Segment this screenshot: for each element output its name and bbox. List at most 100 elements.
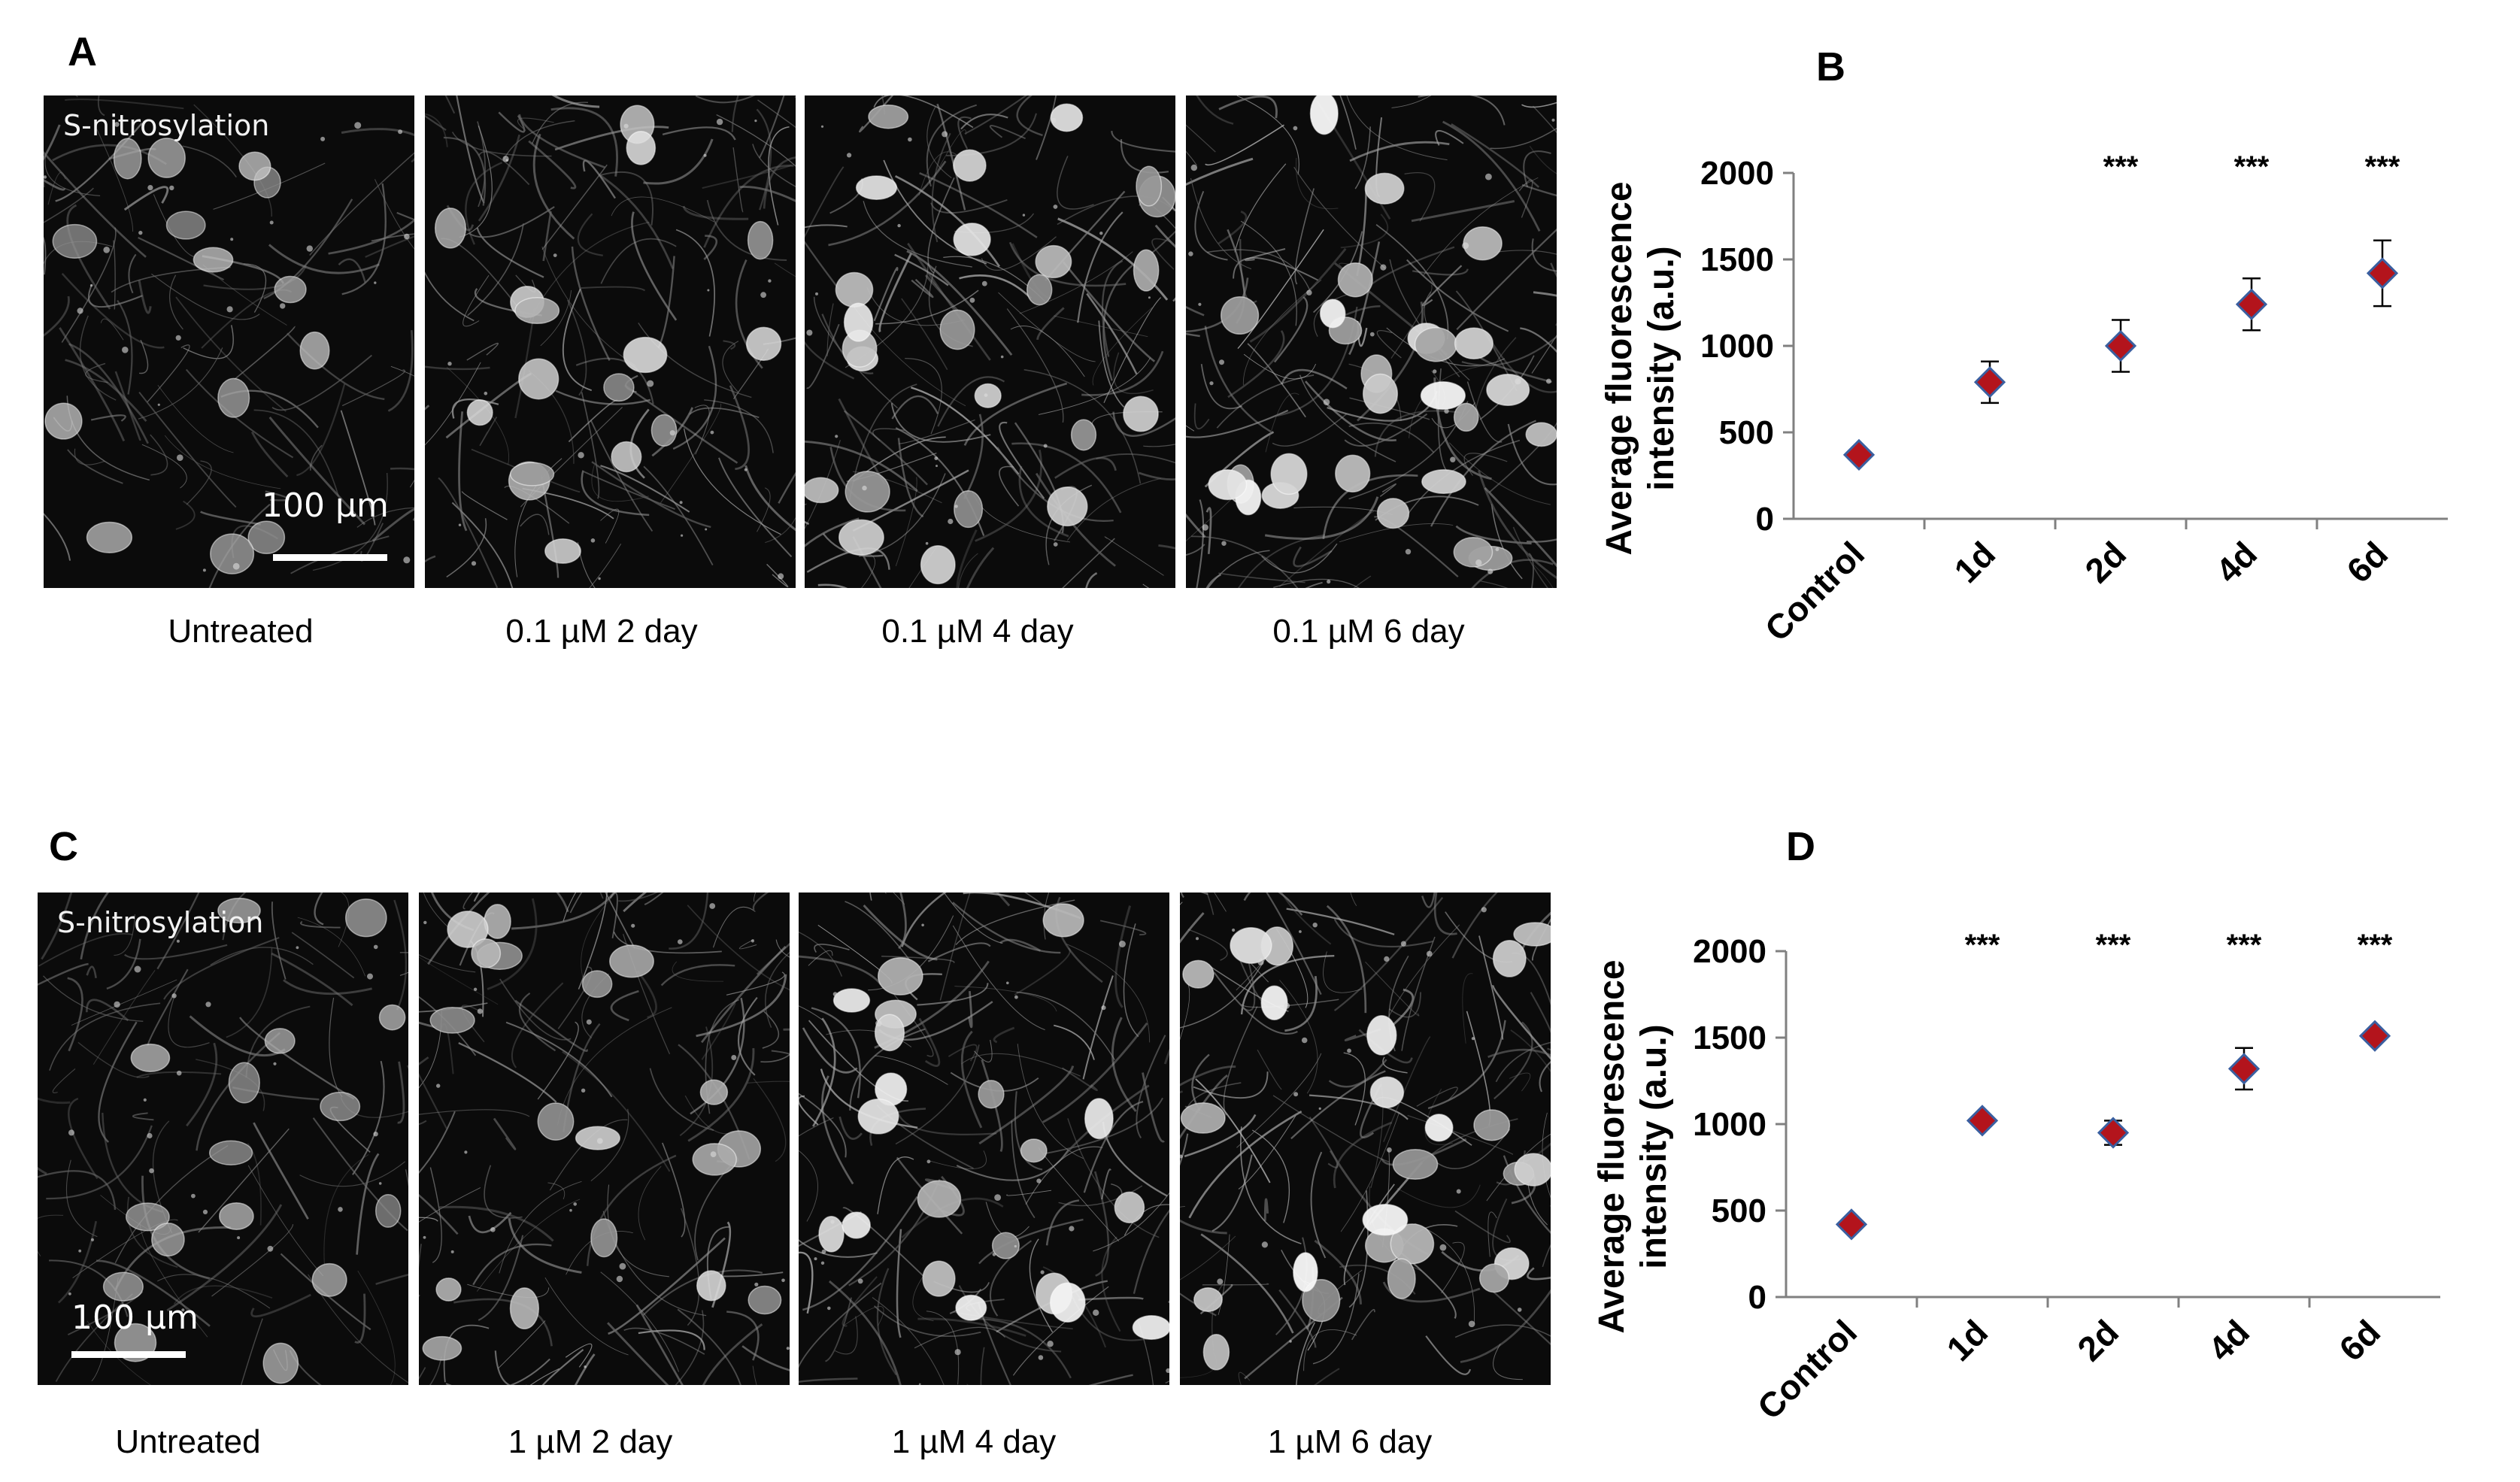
debris-dot [373,1132,378,1137]
cell-body [471,938,502,968]
neurite [529,1368,559,1385]
debris-dot [954,1349,961,1356]
neurite [157,384,234,453]
neurite [253,1122,309,1220]
cell-body [1513,922,1551,947]
chart-d-data-point [2227,1053,2261,1085]
neurite [898,893,907,950]
neurite [1121,139,1169,174]
neurite [582,470,675,510]
cell-body [1114,1191,1145,1223]
cell-body [1335,454,1371,492]
neurite [756,942,790,975]
neurite [687,1047,755,1142]
debris-dot [1293,1092,1299,1097]
neurite [1293,546,1333,568]
neurite [1532,105,1557,134]
cell-body [537,1102,575,1141]
neurite [896,1111,997,1135]
debris-dot [1369,332,1375,337]
debris-dot [1384,956,1390,962]
cell-bodies [814,903,1169,1373]
debris-dot [1006,981,1009,985]
neurite [38,1170,117,1210]
debris-dot [367,973,373,980]
micrograph-c-4day-image [799,893,1169,1385]
neurite [203,265,308,290]
scale-bar-c [71,1351,186,1358]
debris-dot [138,230,143,235]
debris-dot [296,946,299,950]
cell-bodies [805,103,1175,585]
chart-b-significance-label: *** [2234,150,2270,183]
neurite [623,1327,705,1355]
neurite [1314,1239,1362,1305]
neurite [687,905,790,991]
neurite [371,508,414,542]
neurite [752,144,796,187]
neurite [397,1061,405,1124]
chart-d-data-point [1835,1208,1868,1241]
debris-dot [1301,1037,1308,1044]
neurite [1088,1374,1133,1385]
neurite [1323,951,1363,993]
neurite [669,893,709,950]
neurite [821,1075,854,1185]
neurite [1463,453,1508,476]
neurite [340,410,376,526]
neurite [998,292,1096,362]
neurite [805,224,848,229]
neurite [1247,343,1306,418]
neurite [989,125,1026,140]
neurite [1057,217,1169,301]
neurite [881,95,886,115]
chart-d-y-tick-label: 2000 [1693,933,1766,970]
neurite [1218,95,1278,119]
neurite [1236,1053,1322,1148]
caption-c-2day: 1 µM 2 day [508,1423,673,1460]
neurite [1133,1209,1169,1294]
cell-body [320,1091,361,1122]
neurite [280,1253,371,1331]
caption-a-4day: 0.1 µM 4 day [881,613,1074,650]
cell-body [1133,249,1160,292]
neurite [175,500,196,530]
neurite [1461,335,1557,367]
neurite [587,1154,677,1266]
debris-dot [1047,1341,1054,1347]
neurite [608,1237,726,1335]
debris-dot [710,430,714,435]
neurite [1310,1151,1327,1259]
neurite [356,1153,380,1255]
neurite [1014,1091,1043,1171]
neurite [799,1095,819,1126]
neurite [1193,403,1210,429]
debris-dot [171,993,177,999]
neurite [352,1060,385,1175]
neurite [937,129,967,171]
neurite [1261,543,1338,574]
neurite [1018,465,1069,538]
neurite [590,420,654,532]
debris-dot [768,279,772,283]
cell-body [217,377,250,418]
neurite [547,1182,566,1200]
cell-body [1270,453,1308,496]
neurite [1114,905,1132,1008]
cell-body [1376,498,1410,529]
cell-body [1049,1282,1086,1323]
cell-body [696,1270,726,1302]
debris-dot [573,1202,577,1206]
chart-b-significance-label: *** [2365,150,2400,183]
debris-dot [631,923,635,928]
neurite [878,252,913,332]
neurite [1375,223,1449,340]
neurite [250,431,289,477]
neurite [875,289,979,325]
neurite [675,229,715,337]
neurite [814,944,850,953]
debris-dot [103,247,110,253]
cell-body [165,211,206,240]
neurite [978,1065,1075,1145]
